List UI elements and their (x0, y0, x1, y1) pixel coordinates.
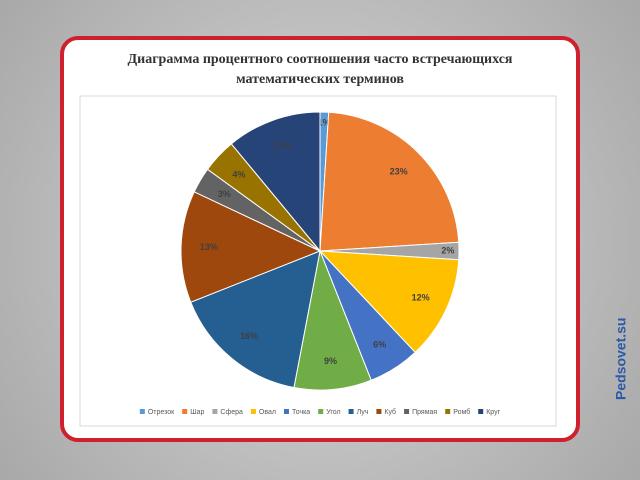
data-label: 2% (441, 245, 454, 255)
legend-swatch (404, 409, 410, 414)
data-label: 12% (412, 293, 430, 303)
data-label: 11% (274, 141, 292, 151)
legend-swatch (478, 409, 484, 414)
data-label: 13% (200, 242, 218, 252)
legend-label: Круг (486, 409, 500, 416)
legend-swatch (376, 409, 382, 414)
watermark: Pedsovet.su (613, 318, 629, 400)
data-label: 9% (324, 356, 337, 366)
legend-swatch (182, 409, 188, 414)
pie-slice (190, 250, 321, 389)
legend-label: Отрезок (148, 409, 175, 416)
legend-label: Луч (357, 409, 369, 416)
data-label: 4% (232, 169, 245, 179)
legend-swatch (318, 409, 324, 414)
data-label: 1% (318, 118, 331, 128)
legend-label: Сфера (220, 409, 243, 416)
data-label: 6% (373, 339, 386, 349)
legend-swatch (139, 409, 145, 414)
pie-slice (318, 250, 460, 354)
legend-label: Точка (292, 409, 310, 416)
pie-slice (293, 249, 372, 391)
chart-title: Диаграмма процентного соотношения часто … (127, 52, 513, 87)
legend-label: Ромб (453, 408, 470, 416)
data-label: 23% (390, 167, 408, 177)
data-label: 16% (240, 331, 258, 341)
data-label: 3% (218, 189, 231, 199)
pie-slice (319, 111, 460, 252)
legend-label: Прямая (412, 409, 437, 416)
legend-swatch (348, 409, 354, 414)
pie-slice (180, 191, 322, 303)
legend-label: Шар (190, 409, 204, 416)
legend: Отрезок Шар Сфера Овал Точка Угол Луч Куб Прямая… (139, 408, 501, 416)
legend-swatch (250, 409, 256, 414)
pie-slice (230, 111, 321, 253)
legend-swatch (212, 409, 218, 414)
legend-label: Угол (326, 409, 340, 416)
legend-label: Куб (384, 408, 396, 416)
legend-swatch (283, 409, 289, 414)
legend-swatch (445, 409, 451, 414)
legend-label: Овал (259, 409, 276, 416)
